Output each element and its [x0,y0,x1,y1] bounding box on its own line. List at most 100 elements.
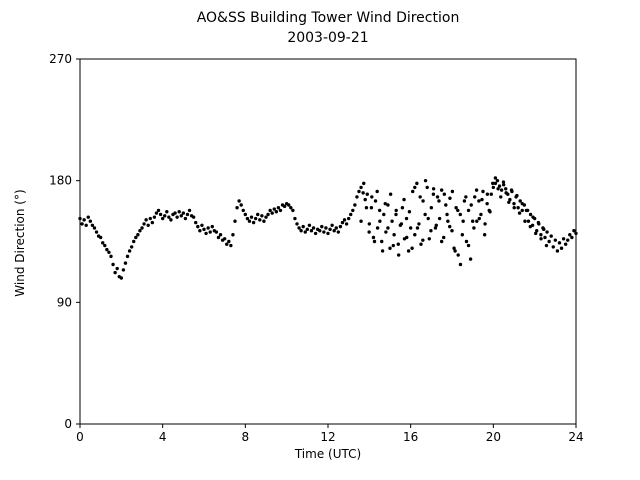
data-point [326,231,330,236]
data-point [399,222,404,226]
data-point [247,219,252,223]
data-point [472,226,476,230]
data-point [439,239,444,244]
data-point [90,223,95,227]
data-point [390,219,394,223]
data-point [491,185,496,190]
data-point [458,212,462,217]
data-point [501,183,506,187]
data-point [542,227,546,232]
data-point [181,211,186,215]
data-point [526,219,531,223]
data-point [485,192,490,196]
data-point [169,218,173,222]
data-point [270,211,274,215]
data-point [214,230,219,234]
data-point [107,250,111,255]
data-point [421,238,425,242]
data-point [418,195,422,199]
data-point [461,219,465,223]
data-point [450,189,455,194]
data-point [456,208,460,213]
data-point [493,176,498,180]
data-point [336,230,341,234]
data-point [460,233,465,237]
data-point [313,231,318,236]
data-point [158,212,163,217]
data-point [396,242,400,246]
data-point [383,201,387,206]
data-point [289,206,293,210]
data-point [138,228,142,233]
data-point [256,212,260,217]
data-point [468,257,473,261]
data-point [427,237,431,241]
data-point [496,187,500,191]
data-point [489,192,493,196]
data-point [413,185,417,190]
data-point [82,218,86,222]
data-point [543,235,547,240]
x-axis-label: Time (UTC) [294,447,362,461]
data-point [113,270,117,275]
data-point [200,223,204,227]
data-point [243,212,248,217]
data-point [568,233,572,237]
data-point [411,189,415,194]
data-point [378,219,382,223]
data-point [372,239,377,244]
data-point [111,262,115,267]
data-point [276,206,281,210]
data-point [253,216,258,221]
data-point [433,226,438,230]
data-point [448,224,452,229]
data-point [380,249,385,253]
data-point [177,210,181,214]
data-point [115,266,119,271]
data-point [299,228,303,233]
data-point [539,233,543,237]
data-point [512,206,516,210]
data-point [222,237,227,241]
data-point [258,218,262,222]
data-point [504,191,508,195]
data-point [561,237,566,241]
data-point [407,210,412,214]
data-point [470,219,475,223]
data-point [534,231,538,236]
data-point [154,211,159,215]
data-point [295,222,299,226]
data-point [375,189,379,194]
data-point [320,224,324,229]
data-point [94,230,99,234]
data-point [328,227,332,232]
data-point [150,220,155,225]
data-point [536,220,541,225]
data-point [86,215,90,219]
data-point [342,218,347,222]
chart-title: AO&SS Building Tower Wind Direction [196,10,460,26]
data-point [353,203,357,207]
data-point [396,253,401,257]
data-point [516,206,520,210]
chart-subtitle: 2003-09-21 [287,30,369,46]
y-tick-label: 90 [57,295,72,309]
data-point [539,237,543,241]
data-point [566,238,570,242]
data-point [324,226,328,230]
data-point [202,227,206,232]
data-point [394,212,398,217]
data-point [434,223,438,227]
data-point [367,230,371,234]
data-point [233,219,237,223]
data-point [185,212,190,217]
data-point [375,226,380,230]
data-point [464,195,468,199]
data-point [442,235,446,240]
data-point [307,223,312,227]
data-point [262,219,266,223]
data-point [282,204,287,209]
plot-frame [79,58,577,425]
data-point [429,206,434,210]
data-point [359,219,363,223]
